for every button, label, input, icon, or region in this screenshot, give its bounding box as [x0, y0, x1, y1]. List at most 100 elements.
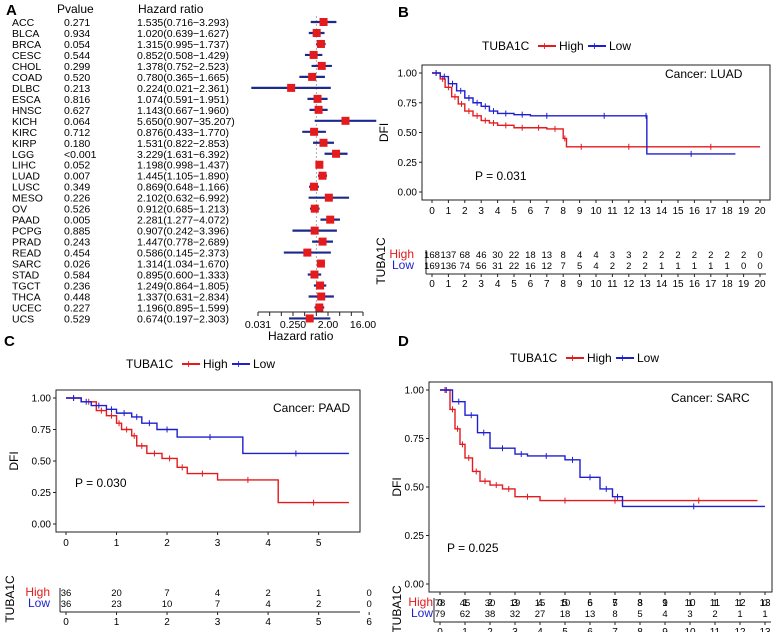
km-y-tick-label: 0.50 [398, 128, 418, 139]
forest-cancer-label: CHOL [12, 61, 41, 73]
km-risk-high-count: 2 [643, 250, 648, 261]
km-risk-x-label: 12 [734, 627, 746, 632]
km-pvalue: P = 0.030 [75, 476, 127, 490]
km-y-axis-label: DFI [377, 123, 391, 142]
km-risk-high-count: 8 [561, 250, 566, 261]
forest-cancer-label: UCS [12, 313, 34, 325]
km-risk-high-count: 4 [215, 588, 220, 599]
forest-hr-ci: 0.780(0.365−1.665) [137, 72, 229, 84]
forest-cancer-label: SARC [12, 259, 42, 271]
forest-cancer-label: UCEC [12, 302, 42, 314]
forest-point [308, 72, 317, 81]
km-risk-low-count: 8 [612, 609, 617, 620]
km-risk-x-label: 0 [429, 279, 435, 290]
km-x-tick-label: 4 [265, 538, 271, 549]
km-x-tick-label: 12 [623, 206, 635, 217]
km-risk-high-label: High [389, 247, 414, 261]
km-risk-low-count: 1 [708, 261, 713, 272]
km-x-tick-label: 18 [722, 206, 734, 217]
forest-point [313, 94, 322, 103]
km-risk-low-count: 79 [435, 609, 446, 620]
forest-x-tick-label: 16.00 [350, 319, 376, 331]
km-risk-low-count: 2 [316, 599, 321, 610]
forest-cancer-label: KIRC [12, 127, 38, 139]
forest-cancer-label: PRAD [12, 237, 42, 249]
km-risk-low-label: Low [392, 258, 414, 272]
forest-pvalue: 0.529 [64, 313, 90, 325]
km-cancer-label: Cancer: SARC [671, 391, 750, 405]
km-curve-high [432, 72, 760, 148]
forest-header-hr: Hazard ratio [138, 2, 204, 16]
km-risk-high-count: 4 [593, 250, 598, 261]
km-x-tick-label: 7 [544, 206, 550, 217]
forest-cancer-label: PCPG [12, 226, 42, 238]
km-x-tick-label: 14 [656, 206, 668, 217]
forest-point [310, 127, 319, 136]
km-risk-high-count: 78 [435, 598, 446, 609]
forest-x-tick-label: 0.031 [245, 319, 271, 331]
km-risk-low-count: 1 [725, 261, 730, 272]
km-risk-x-label: 7 [612, 627, 618, 632]
km-risk-x-label: 4 [495, 279, 501, 290]
km-risk-low-count: 22 [509, 261, 520, 272]
km-y-tick-label: 0.75 [405, 434, 425, 445]
forest-cancer-label: TGCT [12, 281, 41, 293]
forest-cancer-label: LUSC [12, 182, 40, 194]
km-pvalue: P = 0.031 [475, 169, 527, 183]
forest-pvalue: 0.448 [64, 292, 90, 304]
forest-pvalue: 0.584 [64, 270, 90, 282]
forest-hr-ci: 0.907(0.242−3.396) [137, 226, 229, 238]
km-risk-low-count: 38 [485, 609, 496, 620]
km-x-tick-label: 2 [462, 206, 468, 217]
km-risk-x-label: 6 [587, 627, 593, 632]
km-x-tick-label: 2 [164, 538, 170, 549]
forest-hr-ci: 1.378(0.752−2.523) [137, 61, 229, 73]
km-risk-x-label: 7 [544, 279, 550, 290]
forest-pvalue: 0.526 [64, 204, 90, 216]
km-legend-low-plus: + [619, 351, 626, 365]
km-risk-table-label: TUBA1C [374, 237, 388, 285]
km-x-tick-label: 1 [462, 598, 468, 609]
km-risk-x-label: 14 [656, 279, 668, 290]
forest-hr-ci: 1.447(0.778−2.689) [137, 237, 229, 249]
km-x-tick-label: 0 [429, 206, 435, 217]
forest-hr-ci: 1.445(1.105−1.890) [137, 171, 229, 183]
km-risk-x-label: 19 [738, 279, 750, 290]
km-risk-high-count: 30 [485, 598, 496, 609]
forest-point [318, 171, 327, 180]
km-y-axis-label: DFI [7, 451, 21, 470]
km-y-tick-label: 0.50 [32, 457, 52, 468]
km-risk-low-count: 4 [662, 609, 667, 620]
km-risk-x-label: 9 [662, 627, 668, 632]
km-risk-high-count: 2 [265, 588, 270, 599]
km-legend-high-label: High [203, 357, 228, 371]
forest-pvalue: 0.007 [64, 171, 90, 183]
km-legend-high-plus: + [541, 39, 548, 53]
km-risk-high-count: 15 [535, 598, 546, 609]
panel-label-c: C [4, 333, 15, 350]
km-risk-x-label: 12 [623, 279, 635, 290]
forest-pvalue: 0.349 [64, 182, 90, 194]
km-risk-high-count: 68 [460, 250, 471, 261]
km-x-tick-label: 3 [512, 598, 518, 609]
km-risk-high-count: 1 [316, 588, 321, 599]
km-risk-x-label: 3 [215, 617, 221, 628]
km-risk-low-count: 0 [757, 261, 762, 272]
km-risk-low-count: 136 [440, 261, 456, 272]
forest-cancer-label: BRCA [12, 39, 41, 51]
forest-cancer-label: THCA [12, 292, 41, 304]
panel-label-a: A [6, 2, 17, 19]
forest-cancer-label: KIRP [12, 138, 37, 150]
km-legend-high-plus: + [185, 357, 192, 371]
km-y-tick-label: 0.50 [405, 483, 425, 494]
forest-pvalue: 0.934 [64, 28, 90, 40]
km-risk-low-count: 4 [265, 599, 270, 610]
forest-pvalue: 0.226 [64, 193, 90, 205]
km-cancer-label: Cancer: PAAD [273, 401, 350, 415]
forest-point [310, 226, 319, 235]
km-risk-low-label: Low [28, 596, 50, 610]
km-curve-low [440, 389, 765, 508]
km-risk-x-label: 13 [640, 279, 652, 290]
forest-pvalue: <0.001 [64, 149, 97, 161]
forest-hr-ci: 1.196(0.895−1.599) [137, 302, 229, 314]
